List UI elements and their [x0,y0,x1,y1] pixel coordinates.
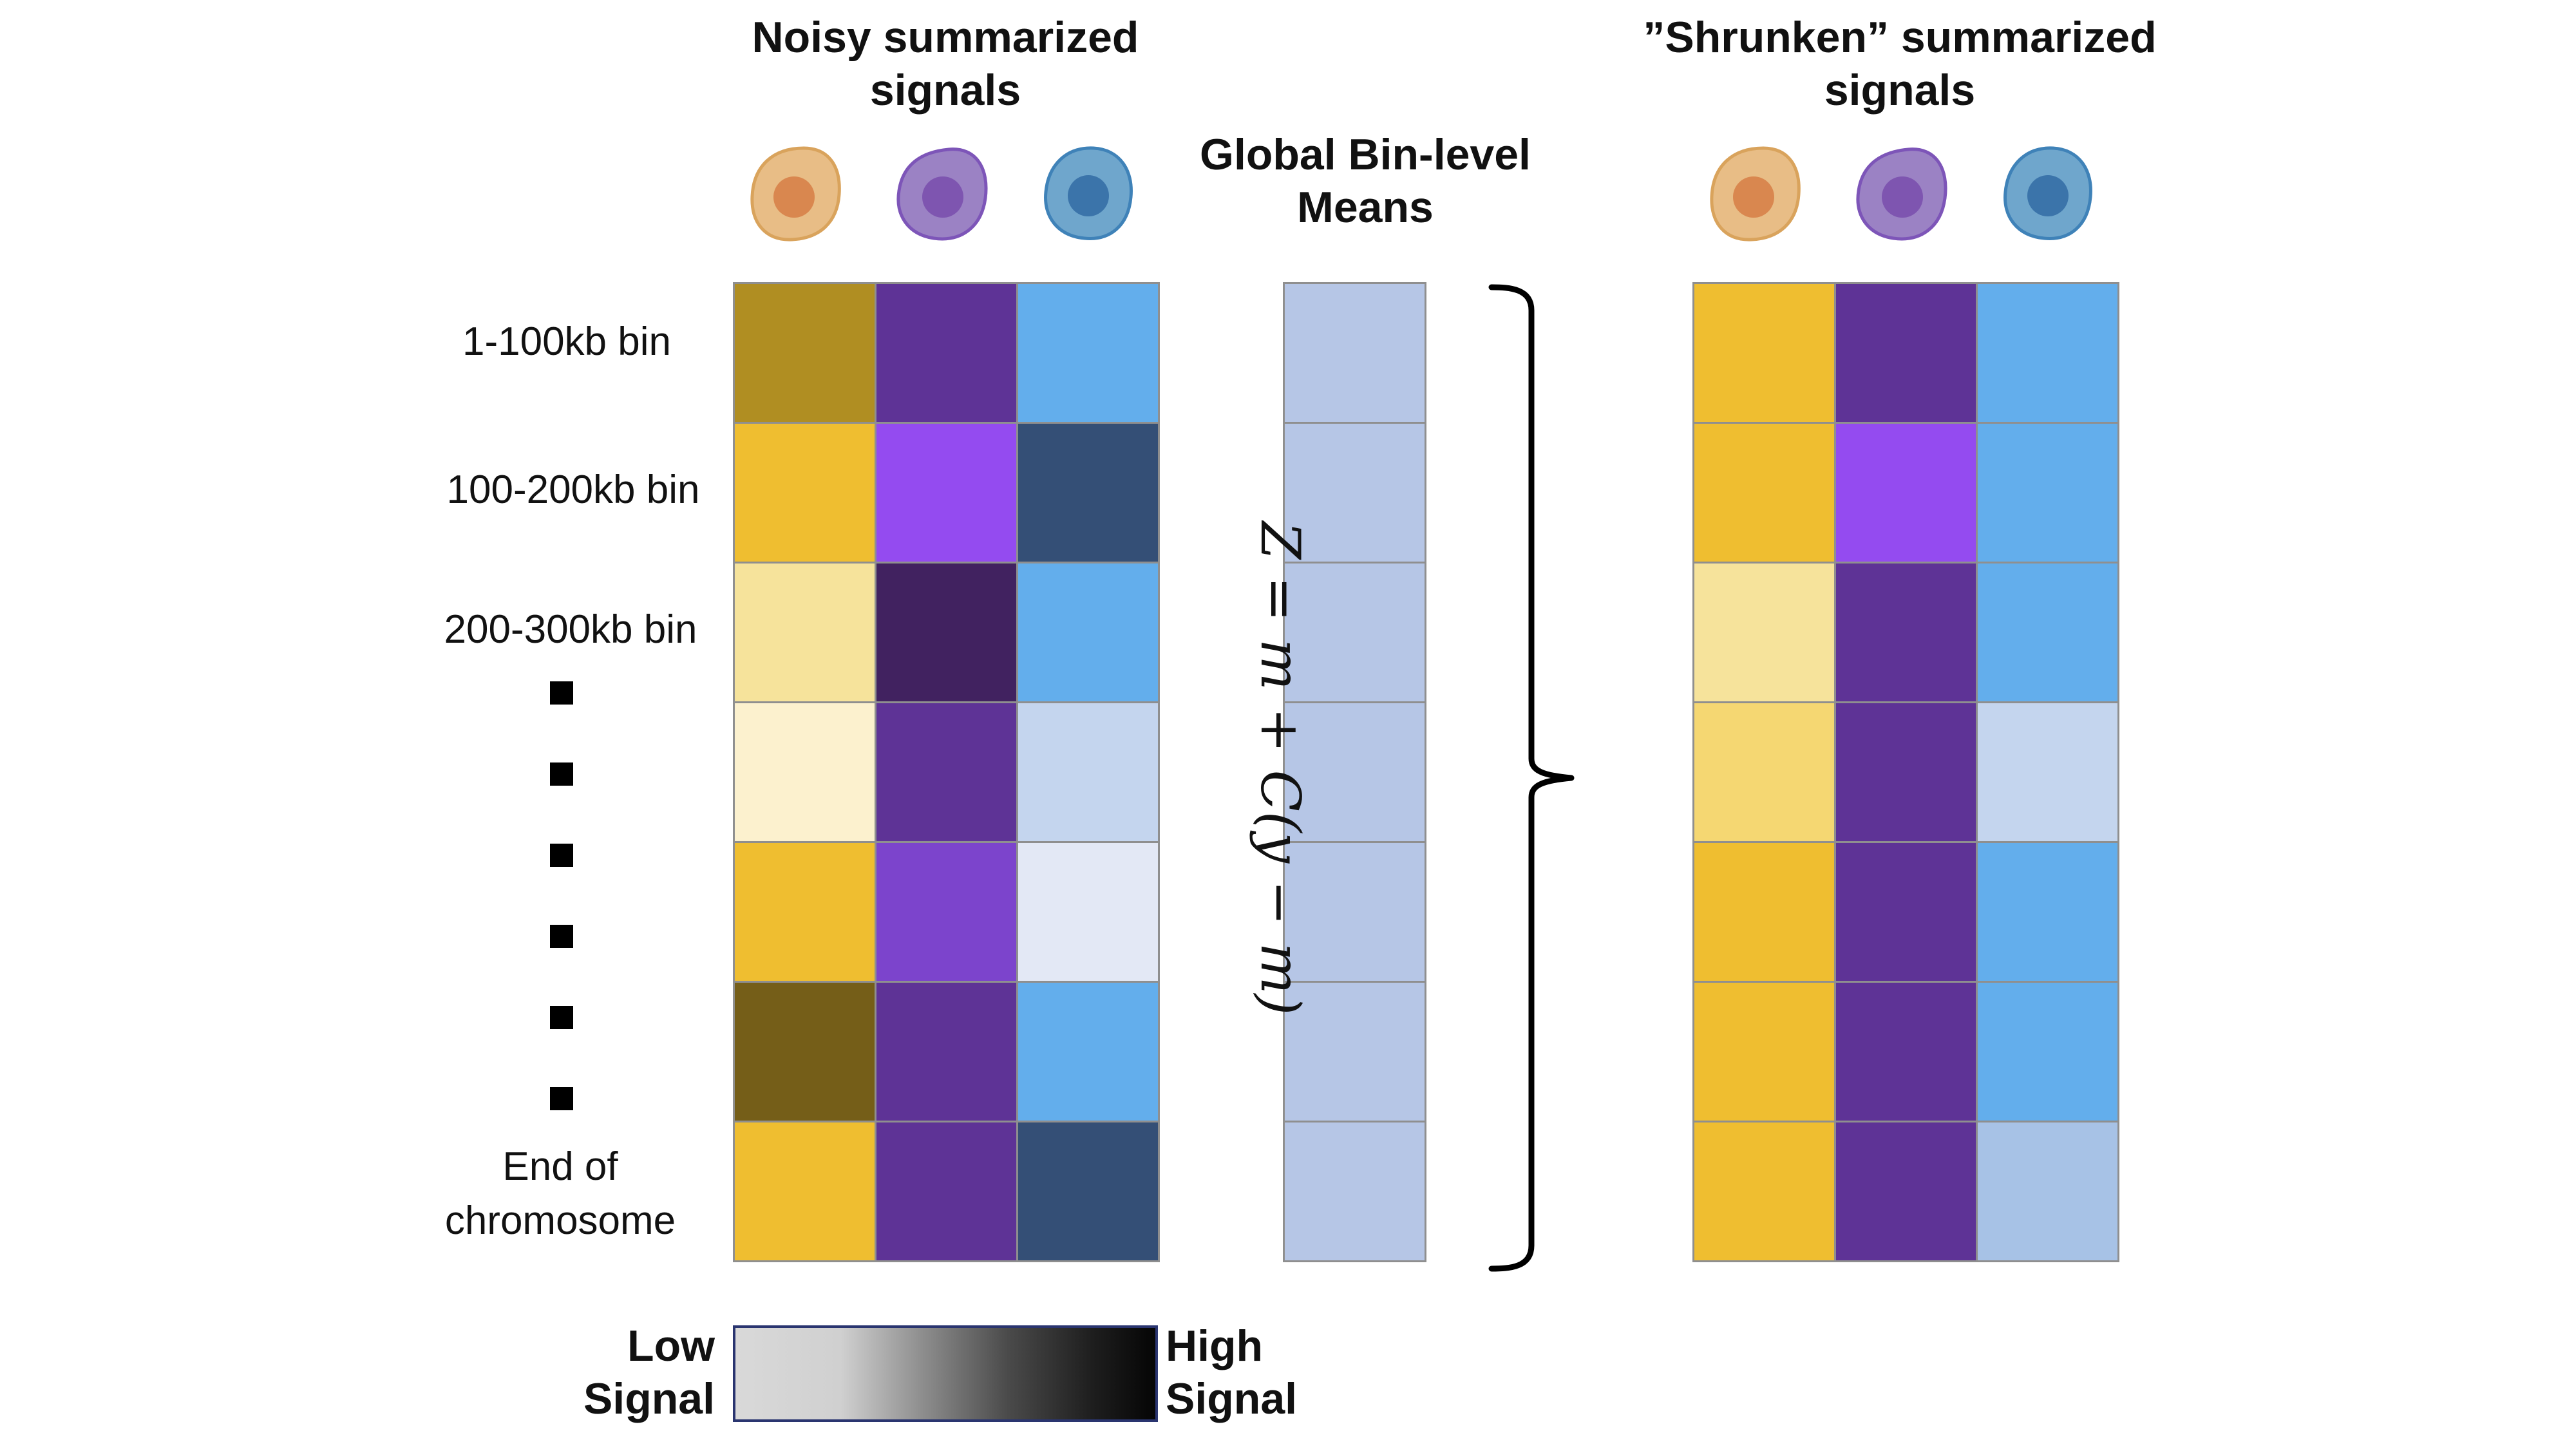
heatmap-cell-r3-c2 [1834,562,1978,703]
legend-high-line1: High [1166,1321,1264,1370]
legend-high-label: High Signal [1166,1320,1333,1425]
curly-brace [1488,284,1575,1272]
signal-gradient-legend [733,1325,1158,1422]
heatmap-cell-r2-c1 [733,422,876,564]
heatmap-cell-r6-c1 [733,981,876,1122]
heatmap-cell-r4-c3 [1016,701,1160,843]
purple-cell-icon [896,147,988,241]
blue-cell-icon [2003,146,2092,240]
heatmap-cell-r7-c1 [1692,1121,1836,1262]
heatmap-cell-r3-c1 [733,562,876,703]
heatmap-cell-r6-c1 [1692,981,1836,1122]
ellipsis-dot [550,1006,573,1029]
means-panel-title: Global Bin-level Means [1153,129,1578,234]
heatmap-cell-r1-c1 [1692,282,1836,424]
heatmap-cell-r4-c1 [1692,701,1836,843]
noisy-title-line1: Noisy summarized [752,13,1139,62]
heatmap-cell-r6-c1 [1283,981,1426,1122]
heatmap-cell-r5-c3 [1016,841,1160,983]
heatmap-cell-r5-c1 [1283,841,1426,983]
orange-cell-icon [1710,146,1801,242]
heatmap-cell-r7-c2 [1834,1121,1978,1262]
legend-low-line2: Signal [583,1374,715,1423]
legend-low-label: Low Signal [554,1320,715,1425]
noisy-cell-icons [750,146,1133,242]
heatmap-cell-r7-c1 [733,1121,876,1262]
end-label-line1: End of [502,1144,618,1189]
shrunken-title-line2: signals [1824,65,1976,115]
heatmap-cell-r3-c1 [1692,562,1836,703]
ellipsis-dot [550,925,573,948]
heatmap-cell-r5-c2 [875,841,1018,983]
heatmap-cell-r2-c2 [1834,422,1978,564]
heatmap-cell-r1-c2 [1834,282,1978,424]
shrunken-title-line1: ”Shrunken” summarized [1643,13,2157,62]
legend-low-line1: Low [627,1321,715,1370]
heatmap-cell-r5-c2 [1834,841,1978,983]
purple-cell-icon [1856,147,1947,241]
means-title-line2: Means [1297,182,1434,232]
heatmap-cell-r3-c2 [875,562,1018,703]
heatmap-cell-r1-c3 [1016,282,1160,424]
heatmap-cell-r2-c3 [1016,422,1160,564]
heatmap-cell-r1-c1 [733,282,876,424]
ellipsis-dot [550,844,573,867]
heatmap-cell-r5-c3 [1976,841,2119,983]
blue-cell-icon [1044,146,1133,240]
heatmap-cell-r6-c3 [1976,981,2119,1122]
noisy-panel-title: Noisy summarized signals [733,12,1158,117]
heatmap-cell-r2-c1 [1692,422,1836,564]
end-of-chromosome-label: End of chromosome [386,1140,734,1247]
heatmap-cell-r1-c3 [1976,282,2119,424]
heatmap-cell-r6-c2 [1834,981,1978,1122]
ellipsis-dot [550,681,573,705]
row-label-bin-1: 1-100kb bin [462,319,672,364]
heatmap-cell-r6-c2 [875,981,1018,1122]
heatmap-cell-r4-c3 [1976,701,2119,843]
heatmap-cell-r3-c3 [1016,562,1160,703]
heatmap-cell-r2-c3 [1976,422,2119,564]
orange-cell-icon [750,146,841,242]
heatmap-cell-r4-c2 [875,701,1018,843]
heatmap-cell-r7-c2 [875,1121,1018,1262]
heatmap-cell-r2-c2 [875,422,1018,564]
heatmap-cell-r7-c3 [1976,1121,2119,1262]
heatmap-cell-r7-c1 [1283,1121,1426,1262]
noisy-title-line2: signals [869,65,1021,115]
row-label-bin-3: 200-300kb bin [444,607,697,652]
heatmap-cell-r7-c3 [1016,1121,1160,1262]
shrunken-panel-title: ”Shrunken” summarized signals [1578,12,2222,117]
ellipsis-dot [550,762,573,786]
legend-high-line2: Signal [1166,1374,1298,1423]
heatmap-cell-r1-c1 [1283,282,1426,424]
heatmap-cell-r5-c1 [733,841,876,983]
heatmap-cell-r3-c3 [1976,562,2119,703]
ellipsis-dot [550,1087,573,1110]
heatmap-cell-r6-c3 [1016,981,1160,1122]
end-label-line2: chromosome [444,1198,676,1243]
heatmap-cell-r1-c2 [875,282,1018,424]
heatmap-cell-r4-c1 [1283,701,1426,843]
shrinkage-formula: Z = m + C(y − m) [1249,522,1312,1016]
heatmap-cell-r4-c2 [1834,701,1978,843]
shrunken-cell-icons [1710,146,2092,242]
heatmap-cell-r2-c1 [1283,422,1426,564]
heatmap-cell-r3-c1 [1283,562,1426,703]
row-label-bin-2: 100-200kb bin [446,468,700,512]
heatmap-cell-r5-c1 [1692,841,1836,983]
means-title-line1: Global Bin-level [1200,130,1531,179]
heatmap-cell-r4-c1 [733,701,876,843]
